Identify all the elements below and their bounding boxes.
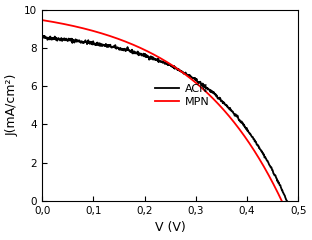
ACN bbox=[185, 73, 189, 76]
ACN bbox=[225, 105, 229, 108]
ACN bbox=[204, 86, 208, 89]
MPN bbox=[102, 33, 105, 36]
Legend: ACN, MPN: ACN, MPN bbox=[150, 80, 214, 112]
MPN bbox=[83, 27, 86, 30]
MPN bbox=[40, 19, 44, 22]
Line: MPN: MPN bbox=[42, 20, 282, 201]
Line: ACN: ACN bbox=[42, 36, 287, 201]
ACN bbox=[40, 35, 44, 38]
ACN bbox=[104, 45, 107, 48]
ACN bbox=[285, 199, 289, 202]
X-axis label: V (V): V (V) bbox=[155, 222, 186, 234]
MPN bbox=[182, 72, 185, 74]
MPN bbox=[221, 107, 224, 110]
MPN bbox=[280, 200, 284, 203]
MPN bbox=[200, 87, 204, 90]
ACN bbox=[84, 41, 88, 43]
Y-axis label: J(mA/cm²): J(mA/cm²) bbox=[6, 74, 18, 137]
ACN bbox=[41, 34, 45, 37]
ACN bbox=[151, 56, 155, 59]
MPN bbox=[149, 51, 153, 54]
